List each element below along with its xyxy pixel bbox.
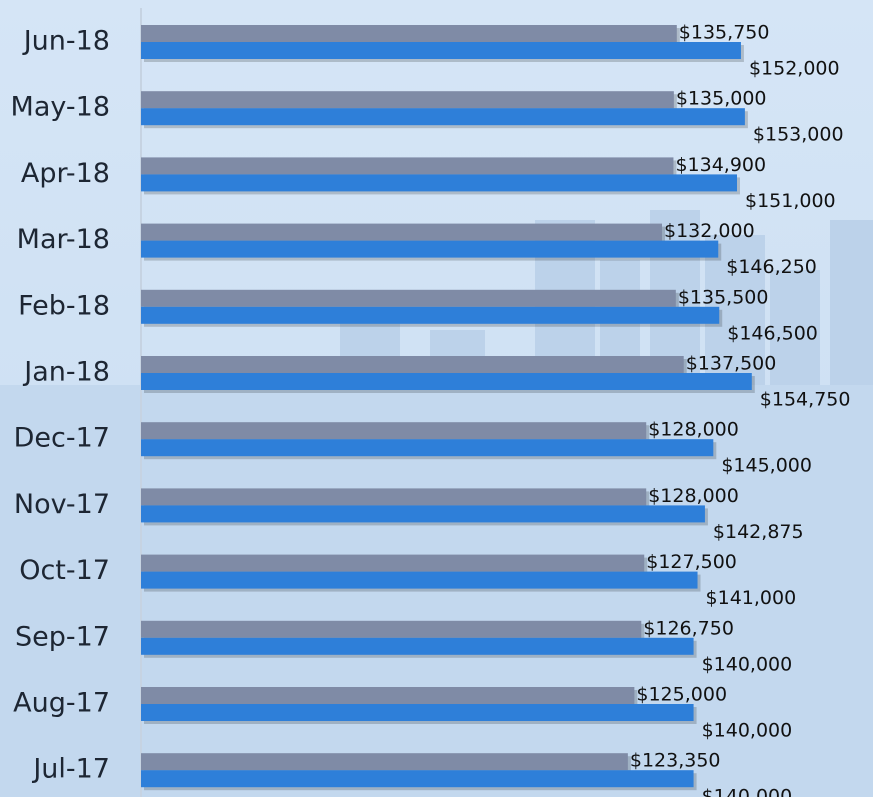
- bar: [141, 157, 674, 175]
- bar: [141, 554, 645, 572]
- bar: [141, 505, 705, 523]
- value-label: $128,000: [648, 485, 739, 507]
- plot: Jun-18 $135,750 $152,000 May-18 $135,000 $153…: [11, 22, 851, 797]
- value-label: $140,000: [702, 720, 793, 742]
- bar: [141, 422, 647, 440]
- bar: [141, 356, 684, 373]
- value-label: $154,750: [760, 389, 851, 411]
- value-label: $140,000: [702, 786, 793, 797]
- category-label: Jul-17: [31, 754, 110, 785]
- bar: [141, 637, 694, 655]
- value-label: $127,500: [646, 551, 737, 573]
- bar: [141, 108, 745, 126]
- value-label: $135,500: [678, 286, 769, 308]
- value-label: $135,000: [676, 88, 767, 110]
- bar: [141, 25, 677, 42]
- bar: [141, 223, 663, 241]
- value-label: $152,000: [749, 58, 840, 80]
- category-label: Jun-18: [22, 26, 110, 57]
- bar: [141, 571, 698, 589]
- bar: [141, 704, 694, 721]
- category-label: Apr-18: [21, 158, 110, 189]
- category-label: Feb-18: [18, 290, 110, 321]
- value-label: $125,000: [636, 684, 727, 706]
- category-label: Aug-17: [13, 688, 110, 719]
- category-label: May-18: [11, 92, 110, 123]
- value-label: $132,000: [664, 220, 755, 242]
- category-label: Jan-18: [22, 357, 110, 388]
- value-label: $123,350: [630, 750, 721, 772]
- value-label: $137,500: [686, 353, 777, 375]
- category-label: Mar-18: [17, 224, 110, 255]
- value-label: $128,000: [648, 419, 739, 441]
- value-label: $140,000: [702, 653, 793, 675]
- bar: [141, 439, 714, 457]
- value-label: $134,900: [675, 154, 766, 176]
- bar: [141, 753, 628, 771]
- value-label: $135,750: [679, 22, 770, 44]
- bar: [141, 240, 719, 258]
- bar: [141, 770, 694, 788]
- bar: [141, 488, 647, 506]
- value-label: $146,500: [727, 322, 818, 344]
- bar: [141, 174, 737, 192]
- value-label: $126,750: [643, 617, 734, 639]
- value-label: $153,000: [753, 124, 844, 146]
- category-label: Sep-17: [15, 621, 110, 652]
- bar: [141, 373, 752, 390]
- bar: [141, 687, 635, 704]
- category-label: Nov-17: [14, 489, 110, 520]
- value-label: $145,000: [721, 455, 812, 477]
- bar: [141, 42, 741, 59]
- value-label: $151,000: [745, 190, 836, 212]
- value-label: $146,250: [726, 256, 817, 278]
- bar: [141, 91, 674, 109]
- bar: [141, 306, 720, 324]
- value-label: $142,875: [713, 521, 804, 543]
- category-label: Dec-17: [14, 423, 110, 454]
- value-label: $141,000: [706, 587, 797, 609]
- bar: [141, 620, 642, 638]
- bar: [141, 289, 676, 307]
- category-label: Oct-17: [19, 555, 110, 586]
